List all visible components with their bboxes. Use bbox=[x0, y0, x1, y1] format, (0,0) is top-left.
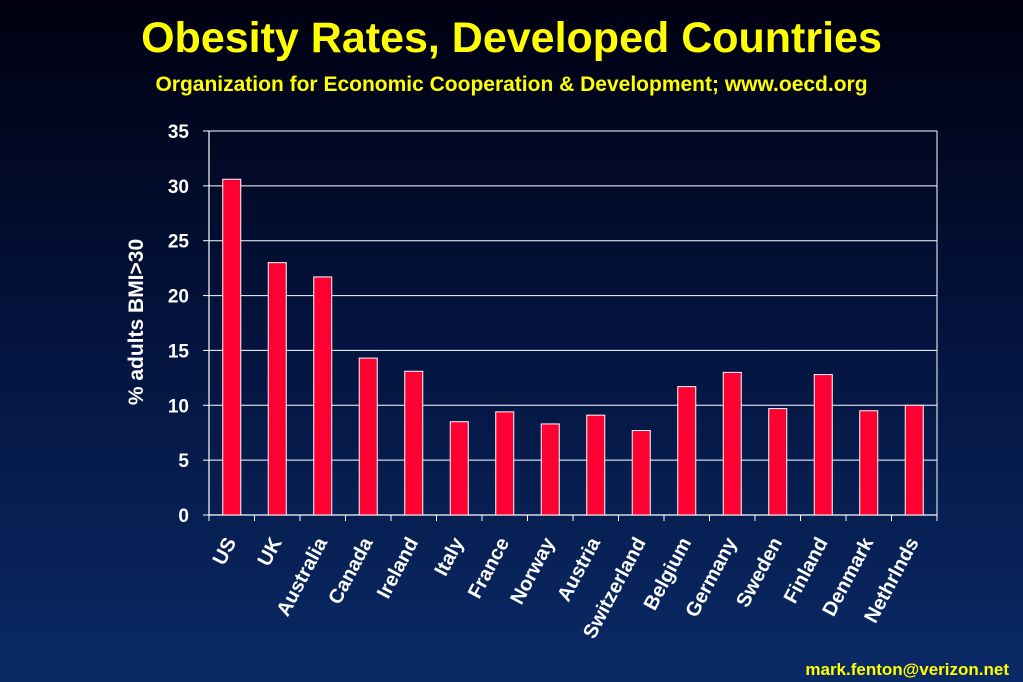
bars bbox=[222, 178, 924, 516]
bar-us bbox=[222, 178, 242, 516]
chart-subtitle: Organization for Economic Cooperation & … bbox=[155, 73, 868, 96]
x-tick-label: Austria bbox=[553, 533, 605, 605]
bar-canada bbox=[358, 357, 378, 516]
x-tick-label: Ireland bbox=[373, 534, 423, 602]
bar-uk bbox=[267, 262, 287, 516]
y-axis-ticks: 0 5 10 15 20 25 30 35 bbox=[168, 122, 209, 527]
bar-germany bbox=[722, 371, 742, 516]
y-tick-label: 15 bbox=[168, 341, 190, 362]
y-tick-label: 25 bbox=[168, 232, 190, 253]
y-tick-label: 0 bbox=[178, 506, 189, 527]
bar-switzerland bbox=[631, 430, 651, 516]
bar-france bbox=[495, 411, 515, 516]
bar-austria bbox=[586, 414, 606, 516]
x-tick-label: Italy bbox=[430, 533, 469, 579]
x-tick-label: US bbox=[209, 534, 241, 569]
y-tick-label: 10 bbox=[168, 396, 189, 417]
y-tick-label: 5 bbox=[178, 451, 189, 472]
bar-italy bbox=[449, 421, 469, 516]
chart-title: Obesity Rates, Developed Countries bbox=[141, 14, 882, 62]
bar-ireland bbox=[404, 370, 424, 516]
x-tick-label: Norway bbox=[506, 533, 560, 608]
x-tick-label: UK bbox=[254, 534, 287, 570]
bar-australia bbox=[313, 276, 333, 516]
y-tick-label: 30 bbox=[168, 177, 189, 198]
y-axis-label: % adults BMI>30 bbox=[125, 239, 148, 405]
bar-finland bbox=[813, 374, 833, 516]
bar-norway bbox=[540, 423, 560, 516]
bar-nethrlnds bbox=[904, 404, 924, 516]
bar-denmark bbox=[859, 410, 879, 516]
x-tick-label: France bbox=[464, 534, 514, 602]
credit-text: mark.fenton@verizon.net bbox=[805, 660, 1009, 679]
x-tick-label: Canada bbox=[324, 533, 378, 608]
y-tick-label: 20 bbox=[168, 287, 189, 308]
y-tick-label: 35 bbox=[168, 122, 190, 143]
bar-sweden bbox=[768, 408, 788, 516]
bar-belgium bbox=[677, 386, 697, 516]
